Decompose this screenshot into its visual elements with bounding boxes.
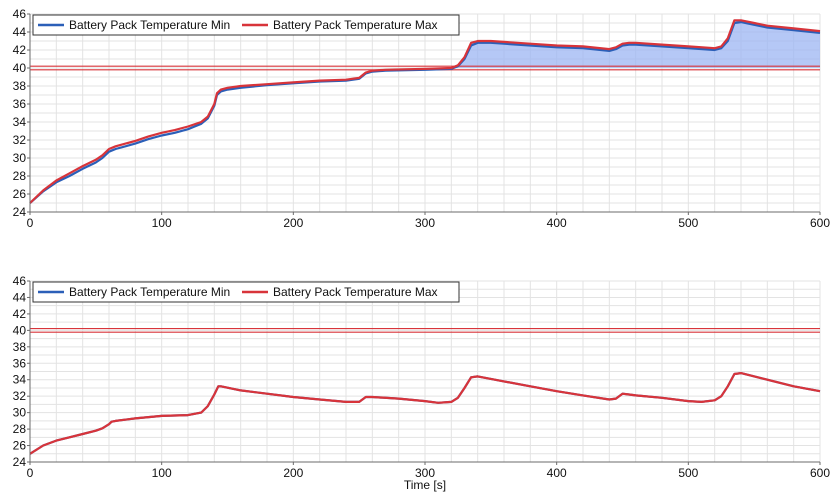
- y-tick-label: 32: [13, 389, 27, 403]
- y-tick-label: 42: [13, 43, 27, 57]
- x-tick-label: 100: [152, 466, 172, 480]
- x-tick-label: 300: [415, 466, 435, 480]
- y-tick-label: 30: [13, 406, 27, 420]
- y-tick-label: 34: [13, 373, 27, 387]
- y-tick-label: 28: [13, 169, 27, 183]
- y-tick-label: 46: [13, 7, 27, 21]
- y-tick-label: 36: [13, 356, 27, 370]
- y-tick-label: 38: [13, 79, 27, 93]
- x-tick-label: 400: [547, 216, 567, 230]
- y-tick-label: 42: [13, 307, 27, 321]
- y-tick-label: 24: [13, 205, 27, 219]
- y-tick-label: 26: [13, 439, 27, 453]
- chart-top: 24 26 28 30 32 34 36 38 40 42 44 46 0 100 200 300 400 500…: [13, 7, 831, 230]
- x-tick-label: 200: [283, 216, 303, 230]
- x-tick-label: 600: [810, 466, 830, 480]
- x-tick-label: 500: [678, 466, 698, 480]
- y-tick-label: 36: [13, 97, 27, 111]
- series-line-max: [29, 19, 821, 204]
- y-tick-label: 40: [13, 61, 27, 75]
- x-axis-title: Time [s]: [404, 478, 446, 492]
- legend: Battery Pack Temperature Min Battery Pack…: [32, 14, 460, 36]
- legend: Battery Pack Temperature Min Battery Pack…: [32, 281, 460, 303]
- x-tick-label: 500: [678, 216, 698, 230]
- x-tick-label: 0: [27, 466, 34, 480]
- y-tick-label: 24: [13, 455, 27, 469]
- x-tick-label: 300: [415, 216, 435, 230]
- legend-label-0: Battery Pack Temperature Min: [69, 285, 230, 299]
- y-tick-label: 34: [13, 115, 27, 129]
- y-tick-label: 30: [13, 151, 27, 165]
- x-tick-label: 100: [152, 216, 172, 230]
- y-tick-label: 44: [13, 290, 27, 304]
- legend-label-0: Battery Pack Temperature Min: [69, 18, 230, 32]
- chart-bottom: 24 26 28 30 32 34 36 38 40 42 44 46 0 100 200 300 400 500…: [13, 274, 831, 492]
- x-tick-label: 200: [283, 466, 303, 480]
- y-tick-label: 32: [13, 133, 27, 147]
- y-tick-label: 44: [13, 25, 27, 39]
- x-tick-label: 600: [810, 216, 830, 230]
- x-tick-label: 400: [547, 466, 567, 480]
- x-tick-label: 0: [27, 216, 34, 230]
- y-tick-label: 38: [13, 340, 27, 354]
- y-tick-label: 46: [13, 274, 27, 288]
- y-tick-label: 26: [13, 187, 27, 201]
- legend-label-1: Battery Pack Temperature Max: [273, 285, 438, 299]
- series-line-max: [29, 372, 821, 455]
- y-tick-label: 28: [13, 422, 27, 436]
- legend-label-1: Battery Pack Temperature Max: [273, 18, 438, 32]
- y-tick-label: 40: [13, 323, 27, 337]
